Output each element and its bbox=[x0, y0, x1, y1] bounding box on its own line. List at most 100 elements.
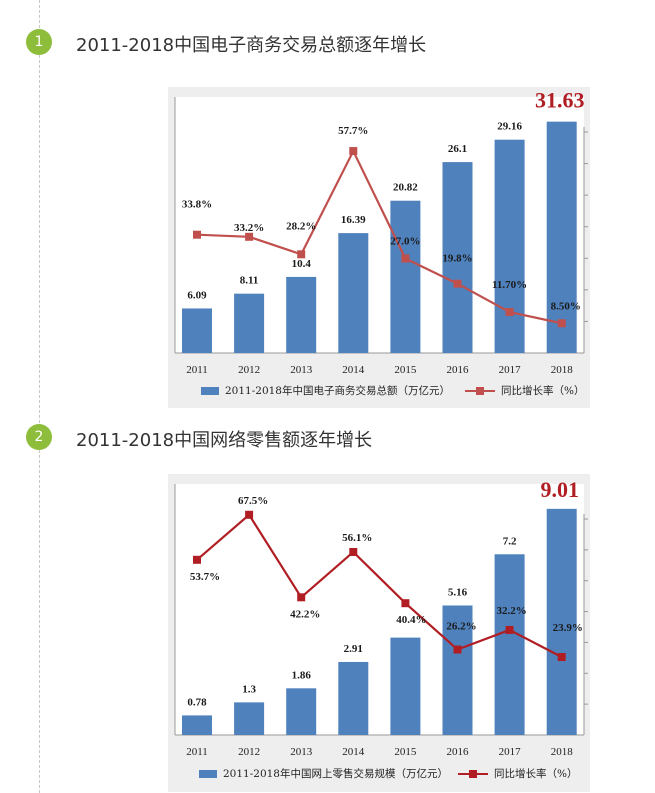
bar-value-label: 0.78 bbox=[187, 696, 207, 708]
x-tick-label: 2015 bbox=[394, 746, 417, 758]
bar-value-label: 1.3 bbox=[242, 683, 256, 695]
legend-line-label: 同比增长率（%） bbox=[494, 767, 577, 780]
growth-rate-point-2011 bbox=[193, 230, 201, 239]
x-tick-label: 2016 bbox=[447, 746, 470, 758]
growth-rate-label: 27.0% bbox=[390, 236, 420, 248]
bar-2011 bbox=[182, 308, 212, 353]
bar-2013 bbox=[286, 688, 317, 735]
section-header-2: 2 2011-2018中国网络零售额逐年增长 bbox=[0, 417, 655, 457]
growth-rate-line bbox=[196, 513, 563, 659]
x-tick-label: 2011 bbox=[186, 364, 208, 376]
x-tick-label: 2015 bbox=[394, 364, 417, 376]
x-tick-label: 2011 bbox=[186, 746, 208, 758]
growth-rate-point-2016 bbox=[453, 279, 462, 288]
growth-rate-point-2011 bbox=[193, 555, 201, 564]
bar-2018 bbox=[546, 508, 577, 735]
x-tick-label: 2012 bbox=[238, 364, 260, 376]
bar-2016 bbox=[442, 162, 473, 353]
growth-rate-point-2012 bbox=[245, 232, 254, 241]
growth-rate-point-2015 bbox=[401, 599, 410, 608]
x-tick-label: 2013 bbox=[290, 746, 313, 758]
legend-line-marker bbox=[469, 770, 477, 778]
ecommerce-volume-chart: 6.09 8.11 10.4 16.39 20.82 26.1 29.16 31.63 33.8… bbox=[168, 87, 590, 408]
growth-rate-point-2016 bbox=[453, 645, 462, 654]
section-number-badge: 2 bbox=[26, 424, 52, 450]
bar-2014 bbox=[338, 233, 369, 353]
bar-value-label: 7.2 bbox=[503, 535, 517, 547]
bar-2012 bbox=[234, 293, 265, 353]
bar-2011 bbox=[182, 715, 212, 735]
x-tick-label: 2018 bbox=[551, 746, 574, 758]
bar-value-label: 20.82 bbox=[393, 182, 418, 194]
section-header-1: 1 2011-2018中国电子商务交易总额逐年增长 bbox=[0, 22, 655, 62]
bar-value-label: 10.4 bbox=[292, 258, 312, 270]
legend-line-marker bbox=[476, 387, 484, 395]
section-title: 2011-2018中国网络零售额逐年增长 bbox=[76, 430, 373, 451]
x-tick-label: 2014 bbox=[342, 364, 365, 376]
growth-rate-label: 11.70% bbox=[492, 279, 527, 291]
bar-value-label: 1.86 bbox=[292, 669, 312, 681]
x-tick-label: 2017 bbox=[499, 364, 521, 376]
growth-rate-label: 8.50% bbox=[551, 300, 581, 312]
section-title: 2011-2018中国电子商务交易总额逐年增长 bbox=[76, 35, 427, 56]
growth-rate-point-2014 bbox=[349, 547, 358, 556]
x-tick-label: 2012 bbox=[238, 746, 260, 758]
bar-value-label: 16.39 bbox=[341, 214, 366, 226]
bar-value-label: 26.1 bbox=[448, 143, 467, 155]
growth-rate-point-2012 bbox=[245, 510, 254, 519]
legend-bar-label: 2011-2018年中国网上零售交易规模（万亿元） bbox=[223, 767, 448, 780]
bar-2015 bbox=[390, 637, 421, 735]
growth-rate-label: 28.2% bbox=[286, 220, 316, 232]
x-tick-label: 2017 bbox=[499, 746, 521, 758]
bar-value-label: 29.16 bbox=[497, 121, 522, 133]
x-tick-label: 2013 bbox=[290, 364, 313, 376]
x-tick-label: 2016 bbox=[447, 364, 470, 376]
growth-rate-label: 40.4% bbox=[396, 614, 426, 626]
legend-bar-label: 2011-2018年中国电子商务交易总额（万亿元） bbox=[225, 384, 450, 397]
growth-rate-label: 23.9% bbox=[553, 622, 583, 634]
growth-rate-label: 57.7% bbox=[338, 125, 368, 137]
growth-rate-point-2013 bbox=[297, 250, 306, 259]
bar-2012 bbox=[234, 702, 265, 735]
growth-rate-point-2014 bbox=[349, 147, 358, 156]
bar-2015 bbox=[390, 200, 421, 353]
timeline-line bbox=[39, 0, 40, 793]
growth-rate-label: 67.5% bbox=[238, 495, 268, 507]
growth-rate-label: 33.8% bbox=[182, 199, 212, 211]
growth-rate-point-2018 bbox=[557, 653, 566, 662]
growth-rate-label: 42.2% bbox=[290, 608, 320, 620]
growth-rate-label: 26.2% bbox=[446, 621, 476, 633]
legend-bar-swatch bbox=[199, 770, 217, 778]
growth-rate-label: 53.7% bbox=[190, 571, 220, 583]
growth-rate-point-2015 bbox=[401, 254, 410, 263]
bar-2017 bbox=[494, 139, 525, 353]
bar-2017 bbox=[494, 554, 525, 735]
growth-rate-point-2018 bbox=[557, 319, 566, 328]
bar-2016 bbox=[442, 605, 473, 735]
growth-rate-line bbox=[196, 148, 562, 325]
bar-value-label: 8.11 bbox=[240, 275, 259, 287]
x-tick-label: 2014 bbox=[342, 746, 365, 758]
growth-rate-point-2017 bbox=[505, 625, 514, 634]
growth-rate-label: 19.8% bbox=[442, 253, 472, 265]
bar-2014 bbox=[338, 661, 369, 735]
bar-value-label: 2.91 bbox=[344, 643, 363, 655]
growth-rate-point-2017 bbox=[505, 308, 514, 317]
bar-2018 bbox=[546, 121, 577, 353]
online-retail-chart: 0.78 1.3 1.86 2.91 5.16 7.2 9.01 53.7% 67.5% 42.2… bbox=[168, 474, 590, 792]
growth-rate-label: 32.2% bbox=[496, 605, 526, 617]
highlight-value-label: 31.63 bbox=[535, 88, 585, 113]
growth-rate-label: 33.2% bbox=[234, 222, 264, 234]
legend-line-label: 同比增长率（%） bbox=[501, 384, 584, 397]
chart-svg: 0.78 1.3 1.86 2.91 5.16 7.2 9.01 53.7% 67.5% 42.2… bbox=[168, 474, 590, 792]
bar-2013 bbox=[286, 276, 317, 353]
growth-rate-label: 56.1% bbox=[342, 532, 372, 544]
section-number-badge: 1 bbox=[26, 29, 52, 55]
x-tick-label: 2018 bbox=[551, 364, 574, 376]
bar-value-label: 6.09 bbox=[187, 289, 207, 301]
legend-bar-swatch bbox=[201, 387, 219, 395]
chart-svg: 6.09 8.11 10.4 16.39 20.82 26.1 29.16 31.63 33.8… bbox=[168, 87, 590, 408]
highlight-value-label: 9.01 bbox=[540, 477, 579, 502]
bar-value-label: 5.16 bbox=[448, 586, 468, 598]
growth-rate-point-2013 bbox=[297, 593, 306, 602]
